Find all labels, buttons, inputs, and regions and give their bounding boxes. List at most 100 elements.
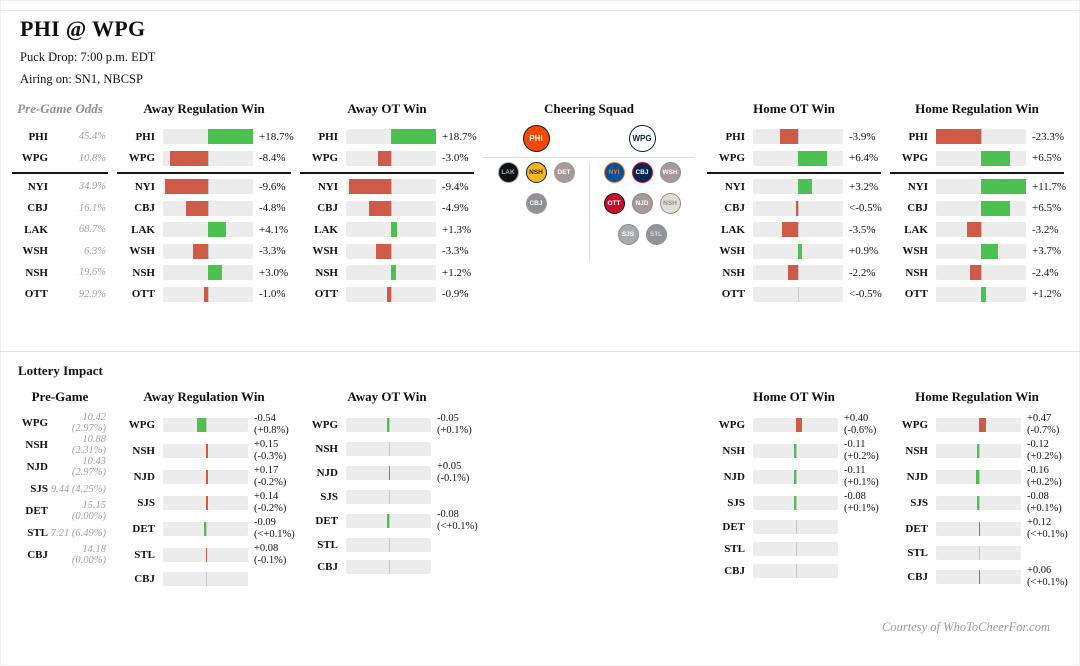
team-label: WPG <box>311 419 338 431</box>
bar-positive <box>196 418 206 432</box>
bar-track <box>936 286 1026 302</box>
bar-centerline <box>798 200 799 216</box>
bar-negative <box>205 470 209 484</box>
credit-text: Courtesy of WhoToCheerFor.com <box>882 620 1050 634</box>
bar-track <box>753 496 838 510</box>
delta-value: -0.08 <box>437 508 459 520</box>
value-label: -0.11 (+0.2%) <box>838 439 879 464</box>
value-label: +4.1% <box>259 223 289 236</box>
bar-negative <box>377 150 391 166</box>
team-label: NYI <box>27 180 48 193</box>
chart-row: NSH +3.0% <box>117 262 291 284</box>
bar-track <box>346 560 431 574</box>
team-label: CBJ <box>724 202 745 215</box>
lottery-chart-row: SJS +0.14 (-0.2%) <box>117 490 297 516</box>
lottery-chart-row: STL <box>300 534 480 556</box>
bar-track <box>163 286 253 302</box>
delta-value: -0.12 <box>1027 438 1049 450</box>
bar-positive <box>975 470 979 484</box>
bar-track <box>163 444 248 458</box>
matchup-divider <box>707 171 881 174</box>
team-logo-cbj: CBJ <box>525 193 547 214</box>
team-label: NJD <box>316 467 338 479</box>
bar-track <box>346 129 436 145</box>
bar-track <box>936 222 1026 238</box>
delta-value: +0.12 <box>1027 516 1052 528</box>
bar-positive <box>981 150 1011 166</box>
chart-row: NYI +11.7% <box>890 176 1066 198</box>
team-label: CBJ <box>907 202 928 215</box>
delta-value: +0.15 <box>254 438 279 450</box>
bar-track <box>346 538 431 552</box>
probability-change: (-0.2%) <box>254 503 287 514</box>
probability-change: (-0.1%) <box>437 473 470 484</box>
bar-centerline <box>205 522 207 536</box>
team-label: NJD <box>26 461 48 473</box>
probability-change: (<+0.1%) <box>1027 529 1068 540</box>
probability-change: (+0.1%) <box>437 425 472 436</box>
bar-positive <box>391 222 397 238</box>
bar-centerline <box>205 572 207 586</box>
probability-change: (+0.2%) <box>1027 451 1062 462</box>
bar-track <box>753 418 838 432</box>
bar-centerline <box>391 243 392 259</box>
bar-negative <box>205 548 207 562</box>
header-lottery-pregame: Pre-Game <box>31 389 89 404</box>
team-label: LAK <box>131 223 155 236</box>
team-label: STL <box>724 543 745 555</box>
lottery-chart-row: NSH -0.11 (+0.2%) <box>707 438 887 464</box>
bar-centerline <box>795 520 797 534</box>
delta-value: -0.08 <box>1027 490 1049 502</box>
value-label: +3.2% <box>849 180 879 193</box>
team-label: SJS <box>910 497 928 509</box>
header-lottery-home-ot-win: Home OT Win <box>753 389 835 404</box>
bar-centerline <box>208 286 209 302</box>
bar-centerline <box>981 129 982 145</box>
bar-track <box>936 522 1021 536</box>
lottery-odds-value: 10.42 (2.97%) <box>71 412 106 434</box>
team-logo-njd: NJD <box>631 193 653 214</box>
bar-positive <box>391 265 397 281</box>
lottery-chart-away-ot-win: WPG -0.05 (+0.1%) NSH NJD +0.05 (-0.1%) SJS DET -… <box>300 412 480 578</box>
away-supporters: LAK NSH DET CBJ <box>483 162 589 262</box>
team-logo-sjs: SJS <box>617 224 639 245</box>
probability-change: (+0.2%) <box>1027 477 1062 488</box>
home-supporters: NYI CBJ WSH OTT NJD NSH SJS STL <box>589 162 695 262</box>
lottery-chart-row: NJD -0.11 (+0.1%) <box>707 464 887 490</box>
team-label: WPG <box>128 419 155 431</box>
team-label: NSH <box>25 439 48 451</box>
value-label: +1.2% <box>1032 288 1062 301</box>
value-label: +3.0% <box>259 266 289 279</box>
lottery-chart-row: NSH -0.12 (+0.2%) <box>890 438 1070 464</box>
team-logo-wpg: WPG <box>628 124 656 152</box>
team-label: CBJ <box>27 202 48 215</box>
bar-track <box>346 222 436 238</box>
lottery-chart-row: SJS -0.08 (+0.1%) <box>707 490 887 516</box>
value-label: +0.9% <box>849 245 879 258</box>
lottery-odds-row: CBJ 14.18 (0.00%) <box>12 544 108 566</box>
team-label: DET <box>905 523 928 535</box>
team-label: LAK <box>24 223 48 236</box>
team-label: NSH <box>722 266 745 279</box>
bar-positive <box>208 222 227 238</box>
matchup-divider <box>300 171 474 174</box>
bar-centerline <box>208 179 209 195</box>
bar-positive <box>208 129 253 145</box>
chart-row: NYI -9.4% <box>300 176 474 198</box>
bar-track <box>753 286 843 302</box>
team-label: OTT <box>24 288 48 301</box>
lottery-chart-row: CBJ <box>300 556 480 578</box>
bar-centerline <box>978 496 980 510</box>
bar-negative <box>203 286 208 302</box>
bar-centerline <box>208 243 209 259</box>
lottery-chart-row: STL <box>890 542 1070 564</box>
odds-row: WSH 6.3% <box>12 241 108 263</box>
value-label: <-0.5% <box>849 202 882 215</box>
value-label: -0.9% <box>442 288 469 301</box>
bar-negative <box>780 129 798 145</box>
value-label: -4.9% <box>442 202 469 215</box>
lottery-chart-row: SJS -0.08 (+0.1%) <box>890 490 1070 516</box>
team-label: CBJ <box>724 565 745 577</box>
value-label: -0.05 (+0.1%) <box>431 413 472 438</box>
bar-negative <box>386 286 391 302</box>
